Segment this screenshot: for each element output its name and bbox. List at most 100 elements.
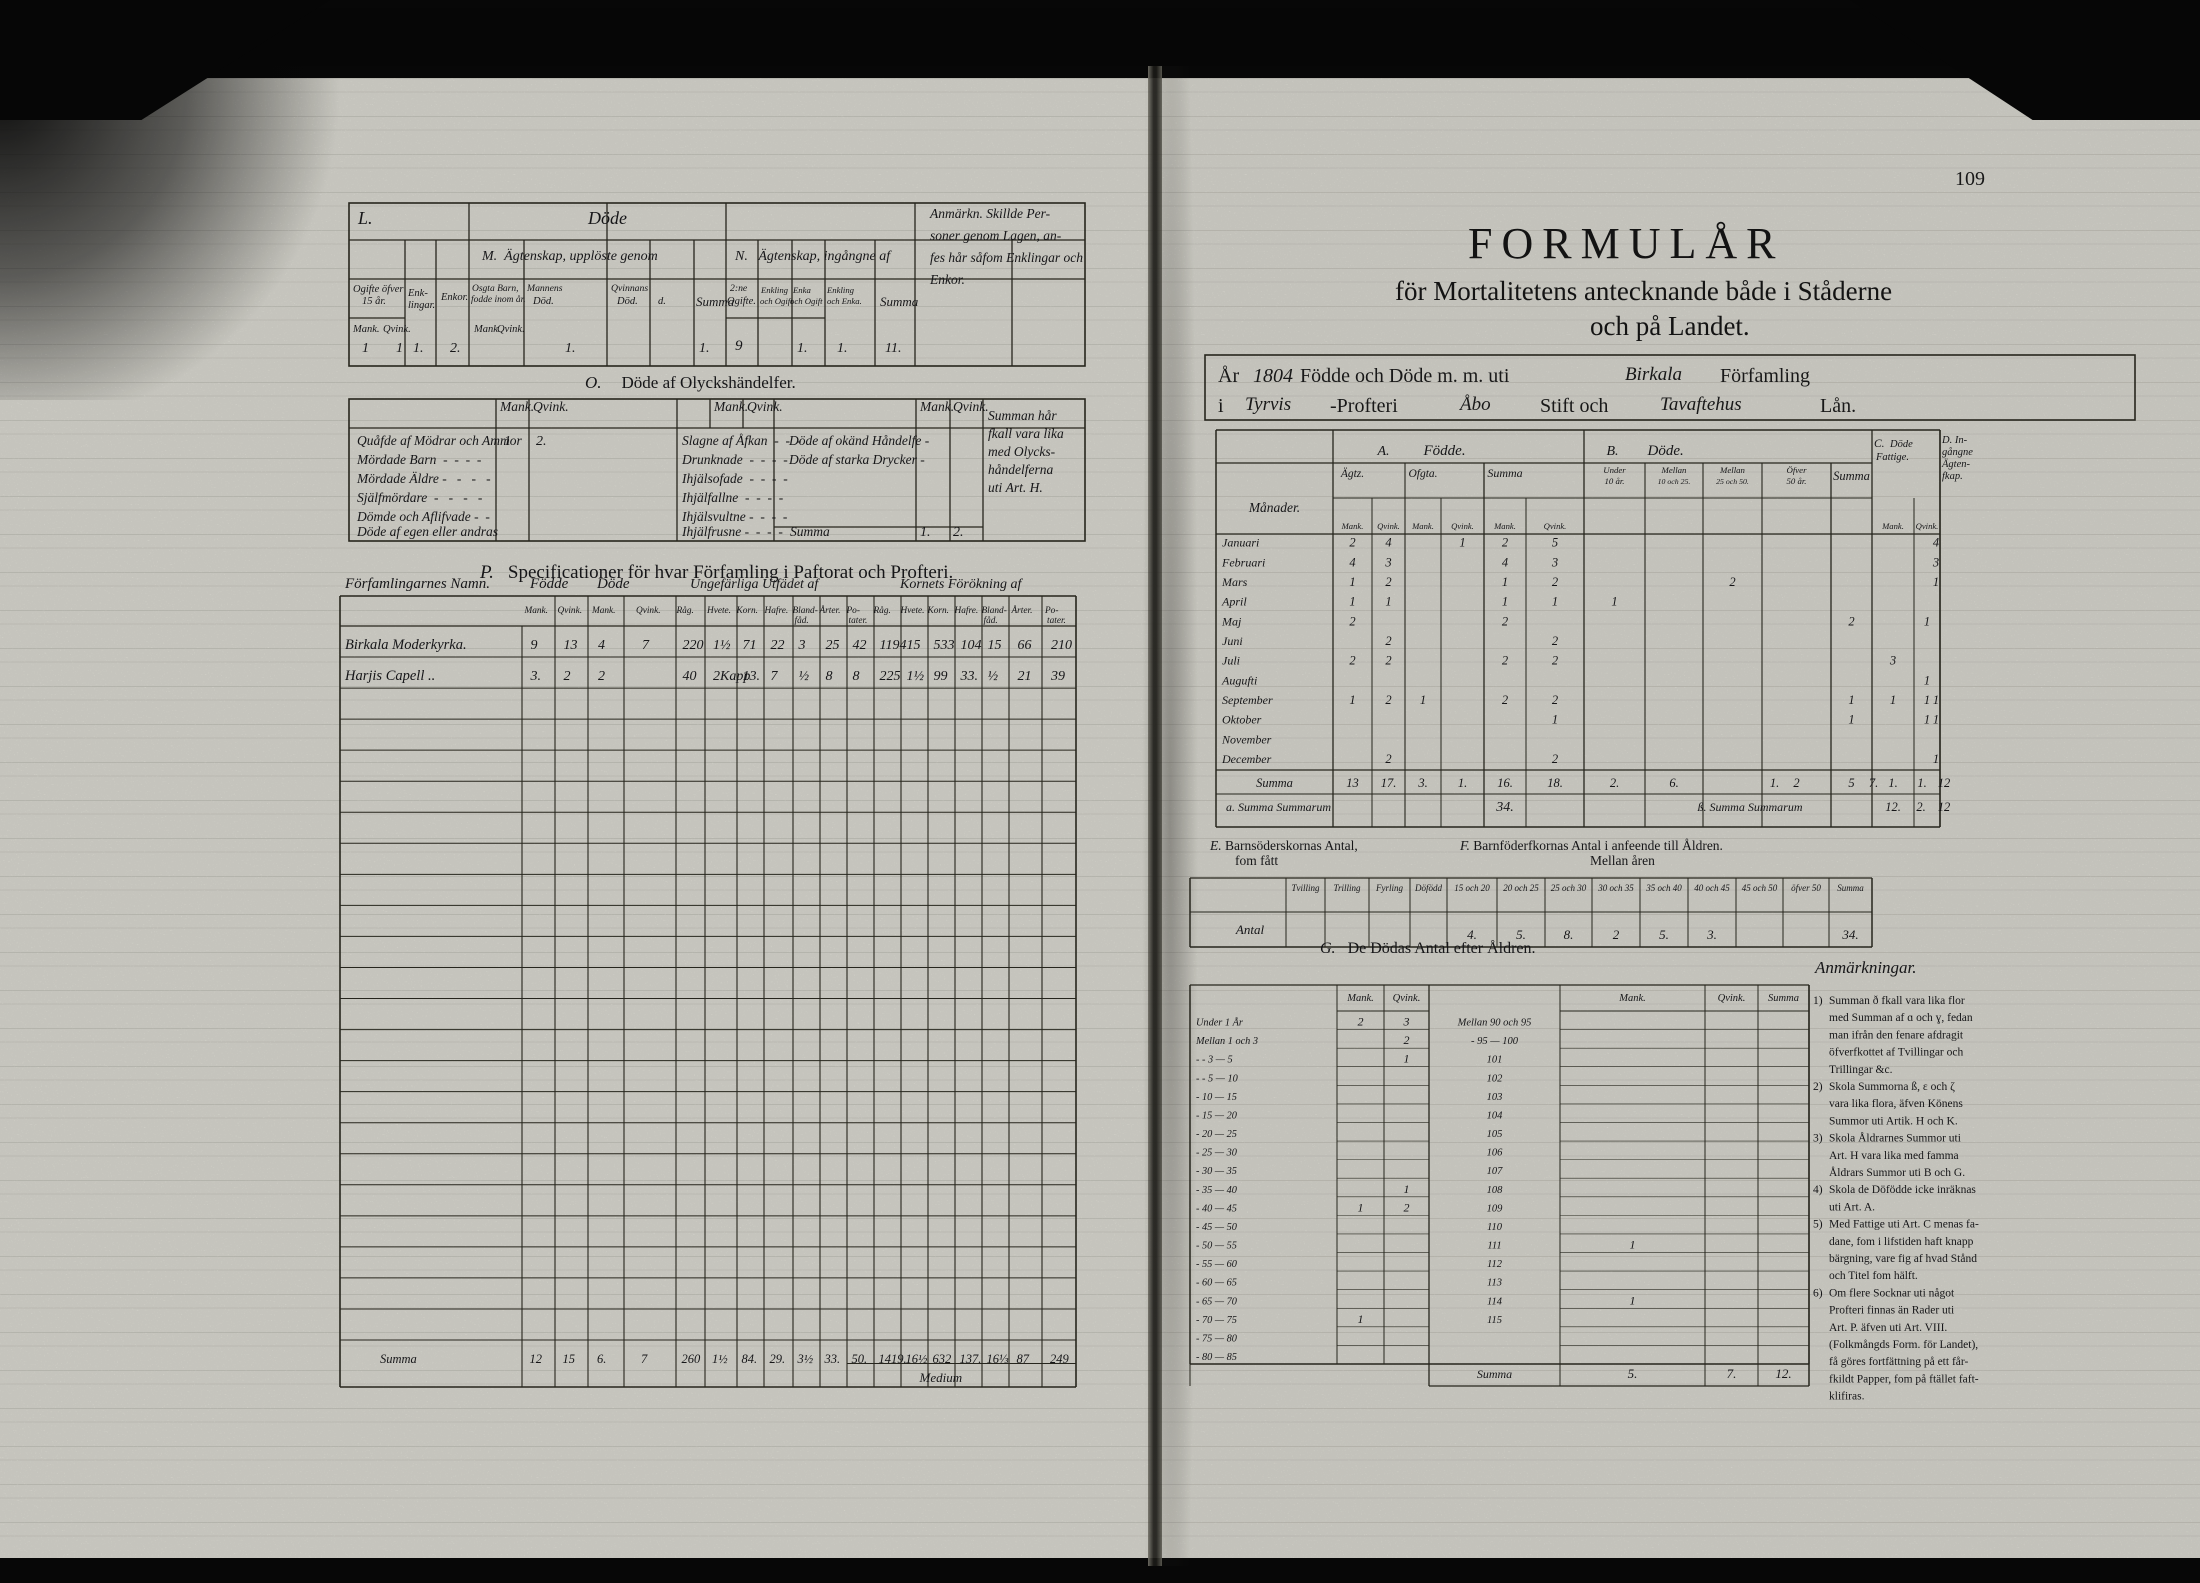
svg-text:B.: B. — [1606, 444, 1618, 459]
svg-text:1: 1 — [1420, 693, 1426, 707]
svg-text:21: 21 — [1018, 669, 1032, 684]
svg-text:Antal: Antal — [1235, 922, 1265, 937]
svg-text:Summa: Summa — [1256, 776, 1293, 790]
svg-text:34.: 34. — [1841, 927, 1858, 942]
svg-text:13: 13 — [1346, 776, 1359, 790]
svg-text:8: 8 — [826, 669, 833, 684]
svg-text:- 75 — 80: - 75 — 80 — [1196, 1333, 1238, 1344]
svg-text:Maj: Maj — [1221, 614, 1242, 628]
svg-text:1.: 1. — [797, 341, 808, 356]
svg-text:uti Art. A.: uti Art. A. — [1829, 1201, 1875, 1213]
svg-text:2: 2 — [1349, 654, 1355, 668]
svg-text:Död.: Död. — [532, 296, 554, 307]
svg-text:1: 1 — [1933, 575, 1939, 589]
svg-text:2: 2 — [1358, 1015, 1364, 1029]
svg-text:3½: 3½ — [797, 1352, 814, 1366]
svg-text:1: 1 — [1924, 713, 1930, 727]
svg-text:vara lika flora, äfven Könens: vara lika flora, äfven Könens — [1829, 1098, 1963, 1110]
svg-text:3: 3 — [1384, 555, 1391, 569]
svg-text:och Enka.: och Enka. — [827, 296, 862, 306]
svg-text:- - 5 — 10: - - 5 — 10 — [1196, 1073, 1239, 1084]
svg-text:Om flere Socknar uti något: Om flere Socknar uti något — [1829, 1286, 1955, 1299]
svg-text:2: 2 — [1552, 752, 1558, 766]
svg-text:220: 220 — [683, 638, 704, 653]
svg-text:101: 101 — [1487, 1055, 1503, 1066]
svg-text:Hafre.: Hafre. — [764, 605, 789, 616]
svg-text:7.: 7. — [1869, 776, 1878, 790]
svg-text:12: 12 — [530, 1352, 543, 1366]
svg-text:Hvete.: Hvete. — [900, 606, 925, 616]
svg-text:1: 1 — [362, 341, 369, 356]
svg-text:Tyrvis: Tyrvis — [1245, 394, 1291, 415]
svg-text:71: 71 — [743, 638, 757, 653]
svg-text:Mellan åren: Mellan åren — [1590, 853, 1655, 868]
svg-text:40: 40 — [683, 669, 697, 684]
svg-text:249: 249 — [1050, 1352, 1070, 1366]
svg-text:Osgta Barn,: Osgta Barn, — [472, 284, 518, 294]
svg-text:Qvink.: Qvink. — [1544, 521, 1567, 531]
svg-text:1.: 1. — [920, 525, 931, 540]
svg-text:17.: 17. — [1381, 776, 1397, 790]
svg-text:15: 15 — [563, 1352, 576, 1366]
svg-text:- 25 — 30: - 25 — 30 — [1196, 1148, 1238, 1159]
svg-text:1: 1 — [1502, 575, 1508, 589]
svg-text:1: 1 — [1933, 713, 1939, 727]
svg-text:Döde af egen eller andras: Döde af egen eller andras — [356, 524, 498, 539]
svg-text:5): 5) — [1813, 1219, 1823, 1231]
svg-text:1: 1 — [1924, 673, 1930, 687]
svg-text:2.: 2. — [536, 434, 547, 449]
svg-text:632: 632 — [933, 1352, 952, 1366]
svg-text:och Ogift: och Ogift — [760, 296, 793, 306]
svg-text:fåd.: fåd. — [984, 615, 998, 626]
svg-text:1.: 1. — [565, 341, 576, 356]
svg-text:Ogifte öfver: Ogifte öfver — [353, 284, 404, 295]
svg-text:3): 3) — [1813, 1133, 1823, 1145]
svg-text:84.: 84. — [742, 1352, 758, 1366]
svg-text:Qvink.: Qvink. — [747, 399, 783, 414]
svg-text:8: 8 — [853, 669, 860, 684]
svg-text:Mank.: Mank. — [1881, 521, 1904, 531]
svg-text:lingar.: lingar. — [408, 300, 435, 311]
svg-text:Profteri finnas än Rader uti: Profteri finnas än Rader uti — [1829, 1305, 1954, 1317]
svg-text:104: 104 — [961, 638, 982, 653]
svg-text:Döde af starka Drycker -: Döde af starka Drycker - — [788, 452, 925, 467]
svg-text:1194: 1194 — [880, 638, 907, 653]
svg-text:- 10 — 15: - 10 — 15 — [1196, 1092, 1237, 1103]
svg-text:1.: 1. — [1770, 776, 1779, 790]
svg-text:1: 1 — [1358, 1312, 1364, 1326]
svg-text:2: 2 — [1552, 575, 1558, 589]
svg-text:4: 4 — [1349, 555, 1355, 569]
svg-text:Mars: Mars — [1221, 575, 1248, 589]
svg-text:Qvink.: Qvink. — [1451, 521, 1474, 531]
svg-text:Quåfde af Mödrar och Ammor: Quåfde af Mödrar och Ammor — [357, 433, 522, 448]
svg-text:gångne: gångne — [1942, 447, 1973, 458]
svg-text:Mank.: Mank. — [591, 606, 616, 616]
svg-text:25 och 30: 25 och 30 — [1551, 883, 1587, 893]
svg-text:håndelferna: håndelferna — [988, 462, 1053, 477]
svg-text:Enkling: Enkling — [760, 285, 789, 295]
svg-text:11.: 11. — [885, 341, 901, 356]
svg-text:5: 5 — [1552, 536, 1558, 550]
svg-text:Qvink.: Qvink. — [558, 606, 583, 616]
svg-text:1804: 1804 — [1253, 365, 1293, 387]
svg-text:- 95 — 100: - 95 — 100 — [1471, 1036, 1519, 1047]
svg-text:tater.: tater. — [1047, 616, 1066, 626]
svg-text:225: 225 — [880, 669, 901, 684]
svg-text:för Mortalitetens antecknande: för Mortalitetens antecknande både i Stå… — [1395, 276, 1892, 306]
svg-text:87: 87 — [1017, 1352, 1030, 1366]
svg-text:115: 115 — [1487, 1315, 1502, 1326]
svg-text:5: 5 — [1848, 776, 1854, 790]
svg-text:fom fått: fom fått — [1235, 853, 1278, 868]
svg-text:5.: 5. — [1659, 927, 1669, 942]
svg-text:1.: 1. — [1917, 776, 1926, 790]
svg-text:2): 2) — [1813, 1081, 1823, 1093]
svg-text:och Titel fom hälft.: och Titel fom hälft. — [1829, 1270, 1918, 1282]
svg-text:2: 2 — [1349, 536, 1355, 550]
svg-text:- 55 — 60: - 55 — 60 — [1196, 1259, 1238, 1270]
svg-text:fkall vara lika: fkall vara lika — [988, 426, 1064, 441]
svg-text:Drunknade - - - -: Drunknade - - - - — [681, 452, 788, 467]
svg-text:Qvink.: Qvink. — [1718, 993, 1746, 1004]
svg-text:med Summan af ɑ och ɣ, fedan: med Summan af ɑ och ɣ, fedan — [1829, 1012, 1973, 1024]
svg-text:1: 1 — [1924, 693, 1930, 707]
svg-text:Råg.: Råg. — [676, 605, 694, 616]
